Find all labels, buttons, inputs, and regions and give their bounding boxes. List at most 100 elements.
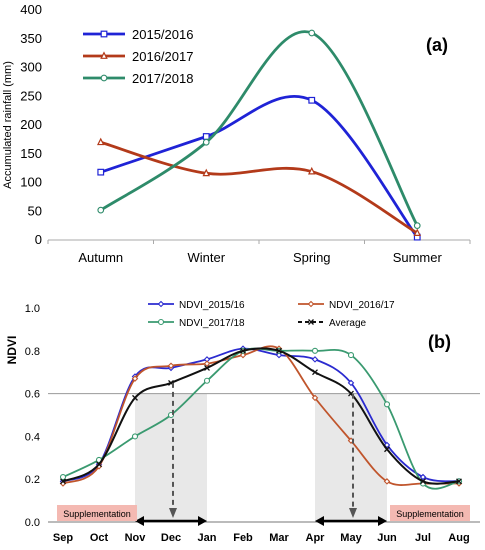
data-point-ndvi-2017-18-jun: [383, 401, 391, 408]
y-tick-label-0-8: 0.8: [25, 346, 40, 358]
legend-label-ndvi-2017-18: NDVI_2017/18: [179, 318, 245, 329]
data-point-2016-2017-winter: [202, 168, 211, 177]
x-tick-label-jul: Jul: [415, 532, 431, 544]
panel-b-x-ticks: Sep Oct Nov Dec Jan Feb Mar Apr May Jun Jul Aug: [53, 532, 470, 544]
series-line-ndvi-2015-16: [62, 347, 460, 483]
panel-b-series: [59, 345, 463, 490]
legend-marker-2015-2016: [100, 30, 108, 38]
data-point-2016-2017-autumn: [96, 137, 105, 146]
supplementation-box-left: [57, 505, 137, 521]
data-point-ndvi-2017-18-may: [347, 352, 355, 359]
data-point-2015-2016-winter: [202, 133, 210, 140]
panel-a-y-ticks: 0 50 100 150 200 250 300 350 400: [20, 2, 42, 247]
y-tick-label-0-2: 0.2: [25, 474, 40, 486]
marker-stroke: [276, 347, 282, 354]
x-tick-label-mar: Mar: [269, 532, 289, 544]
panel-b-annotations: Supplementation Supplementation: [57, 382, 470, 526]
legend-marker-ndvi-2015-16: [157, 300, 165, 308]
panel-a-legend: 2015/2016 2016/2017 2017/2018: [83, 27, 193, 86]
series-2015-2016: [97, 94, 421, 241]
data-point-2017-2018-summer: [413, 222, 421, 229]
legend-label-2015-2016: 2015/2016: [132, 27, 193, 42]
supplementation-box-right: [390, 505, 470, 521]
legend-label-2016-2017: 2016/2017: [132, 49, 193, 64]
x-tick-label-autumn: Autumn: [78, 250, 123, 265]
legend-label-average: Average: [329, 318, 367, 329]
data-point-2017-2018-spring: [308, 29, 316, 37]
panel-b-shaded-periods: [135, 393, 387, 522]
supplementation-label-left: Supplementation: [63, 509, 131, 519]
data-point-average-mar: [276, 347, 282, 354]
data-point-average-jun: [384, 446, 390, 453]
data-point-average-feb: [240, 347, 246, 354]
y-tick-label-200: 200: [20, 117, 42, 132]
x-tick-label-aug: Aug: [448, 532, 469, 544]
series-ndvi-2015-16: [59, 345, 463, 485]
series-average: [60, 347, 462, 485]
marker-stroke: [308, 319, 314, 325]
x-tick-label-jan: Jan: [198, 532, 217, 544]
x-tick-label-spring: Spring: [293, 250, 331, 265]
period-arrow-nov-jan-head-right: [198, 516, 207, 526]
data-point-ndvi-2016-17-jan: [203, 360, 211, 367]
data-point-ndvi-2016-17-dec: [167, 362, 175, 370]
series-line-2017-2018: [99, 30, 419, 227]
panel-b-y-axis-label: NDVI: [5, 336, 19, 365]
drop-arrowhead-may: [349, 508, 357, 518]
data-point-ndvi-2017-18-apr: [311, 347, 319, 354]
marker-stroke: [132, 394, 138, 401]
x-tick-label-dec: Dec: [161, 532, 181, 544]
y-tick-label-50: 50: [28, 203, 42, 218]
y-tick-label-0-0: 0.0: [25, 517, 40, 529]
legend-marker-2017-2018: [100, 74, 108, 82]
legend-marker-average: [308, 319, 314, 325]
panel-a-label: (a): [426, 35, 448, 55]
y-tick-label-350: 350: [20, 31, 42, 46]
period-arrow-apr-jun-head-right: [378, 516, 387, 526]
x-tick-label-nov: Nov: [125, 532, 147, 544]
x-tick-label-apr: Apr: [306, 532, 326, 544]
data-point-average-apr: [312, 369, 318, 376]
marker-stroke: [312, 369, 318, 376]
data-point-average-jul: [420, 478, 426, 485]
panel-b-y-ticks: 0.0 0.2 0.4 0.6 0.8 1.0: [25, 303, 480, 529]
data-point-2015-2016-spring: [308, 96, 316, 104]
supplementation-label-right: Supplementation: [396, 509, 464, 519]
marker-stroke: [168, 379, 174, 386]
data-point-average-sep: [60, 478, 66, 485]
data-point-ndvi-2015-16-may: [347, 379, 355, 387]
data-point-ndvi-2016-17-feb: [239, 351, 247, 359]
legend-marker-2016-2017: [100, 51, 108, 59]
legend-label-ndvi-2015-16: NDVI_2015/16: [179, 300, 245, 311]
period-arrow-apr-jun-head-left: [315, 516, 324, 526]
data-point-average-jan: [204, 364, 210, 371]
legend-label-ndvi-2016-17: NDVI_2016/17: [329, 300, 395, 311]
x-tick-label-oct: Oct: [90, 532, 109, 544]
data-point-2017-2018-autumn: [97, 206, 105, 214]
drop-arrowhead-dec: [169, 508, 177, 518]
period-arrow-nov-jan-head-left: [135, 516, 144, 526]
data-point-ndvi-2015-16-mar: [275, 351, 283, 359]
data-point-ndvi-2016-17-jun: [383, 478, 391, 485]
panel-a-rainfall-chart: 0 50 100 150 200 250 300 350 400 Autumn Winter Spr…: [2, 2, 471, 265]
series-ndvi-2016-17: [59, 345, 463, 487]
marker-stroke: [240, 347, 246, 354]
panel-b-label: (b): [428, 332, 451, 352]
marker-stroke: [384, 446, 390, 453]
x-tick-label-may: May: [340, 532, 362, 544]
y-tick-label-1-0: 1.0: [25, 303, 40, 315]
panel-a-x-ticks: Autumn Winter Spring Summer: [47, 240, 471, 265]
data-point-ndvi-2016-17-apr: [311, 394, 319, 402]
legend-label-2017-2018: 2017/2018: [132, 71, 193, 86]
y-tick-label-0: 0: [35, 232, 42, 247]
panel-b-ndvi-chart: 0.0 0.2 0.4 0.6 0.8 1.0 Sep Oct Nov Dec Jan Feb Mar…: [5, 300, 480, 544]
y-tick-label-300: 300: [20, 60, 42, 75]
data-point-average-aug: [456, 478, 462, 485]
data-point-average-nov: [132, 394, 138, 401]
y-tick-label-150: 150: [20, 146, 42, 161]
y-tick-label-0-4: 0.4: [25, 431, 40, 443]
panel-a-y-axis-label: Accumulated rainfall (mm): [2, 61, 14, 189]
data-point-2016-2017-summer: [413, 228, 422, 236]
data-point-ndvi-2017-18-nov: [131, 433, 139, 440]
y-tick-label-0-6: 0.6: [25, 389, 40, 401]
